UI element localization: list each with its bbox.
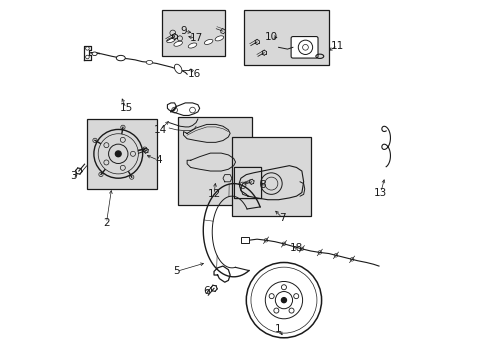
Text: 7: 7 bbox=[278, 213, 285, 222]
FancyBboxPatch shape bbox=[178, 117, 251, 205]
Text: 11: 11 bbox=[330, 41, 344, 50]
Text: 5: 5 bbox=[173, 266, 179, 276]
Circle shape bbox=[115, 151, 121, 157]
Text: 2: 2 bbox=[103, 218, 109, 228]
Text: 13: 13 bbox=[373, 188, 386, 198]
Ellipse shape bbox=[174, 41, 182, 46]
Text: 16: 16 bbox=[187, 69, 201, 79]
Text: 15: 15 bbox=[119, 103, 133, 113]
Text: 10: 10 bbox=[264, 32, 277, 41]
Text: 14: 14 bbox=[153, 125, 166, 135]
Circle shape bbox=[281, 298, 286, 303]
Ellipse shape bbox=[116, 55, 125, 61]
Text: 8: 8 bbox=[259, 180, 265, 190]
Text: 4: 4 bbox=[155, 155, 162, 165]
Ellipse shape bbox=[215, 36, 223, 41]
FancyBboxPatch shape bbox=[233, 167, 260, 198]
Ellipse shape bbox=[204, 39, 212, 45]
Ellipse shape bbox=[146, 60, 152, 64]
FancyBboxPatch shape bbox=[240, 237, 249, 243]
FancyBboxPatch shape bbox=[86, 119, 156, 189]
FancyBboxPatch shape bbox=[290, 37, 317, 58]
Ellipse shape bbox=[92, 52, 97, 55]
Ellipse shape bbox=[166, 37, 175, 43]
Text: 17: 17 bbox=[189, 33, 203, 43]
Text: 9: 9 bbox=[180, 26, 186, 36]
Text: 1: 1 bbox=[275, 324, 281, 334]
FancyBboxPatch shape bbox=[162, 10, 224, 56]
Text: 18: 18 bbox=[289, 243, 303, 253]
Ellipse shape bbox=[188, 43, 196, 48]
Text: 3: 3 bbox=[70, 171, 76, 181]
Text: 6: 6 bbox=[203, 286, 210, 296]
FancyBboxPatch shape bbox=[231, 137, 310, 216]
Text: 12: 12 bbox=[207, 189, 220, 199]
FancyBboxPatch shape bbox=[233, 167, 260, 198]
Ellipse shape bbox=[174, 64, 182, 73]
FancyBboxPatch shape bbox=[244, 10, 328, 65]
